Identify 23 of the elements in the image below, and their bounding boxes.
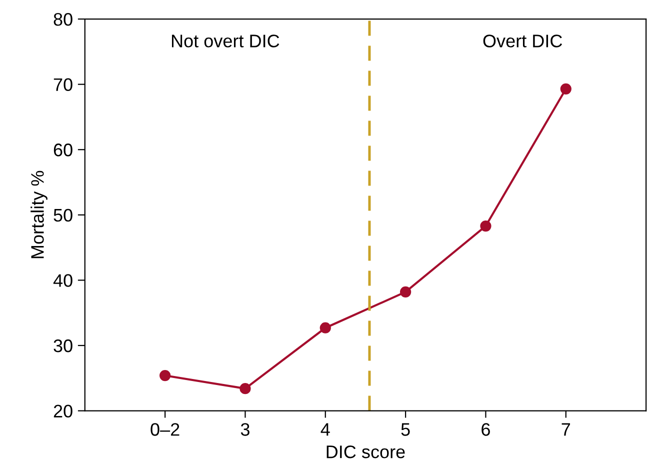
y-tick-label: 50: [54, 208, 72, 222]
x-tick-label: 4: [320, 423, 330, 436]
x-axis-title: DIC score: [326, 445, 405, 458]
y-tick-label: 80: [54, 12, 72, 26]
x-tick-label: 6: [482, 423, 490, 436]
y-tick-label: 60: [54, 144, 72, 156]
point: [480, 220, 492, 232]
annotation: Not overt DIC: [172, 34, 280, 48]
annotation: Overt DIC: [483, 34, 562, 48]
point: [320, 322, 331, 334]
point: [160, 370, 171, 382]
point: [240, 383, 251, 394]
x-tick-label: 3: [240, 423, 250, 436]
x-tick-label: 5: [401, 423, 410, 436]
x-tick-label: 0–2: [150, 423, 180, 436]
y-axis-title: Mortality %: [30, 170, 48, 258]
y-tick-label: 30: [54, 339, 72, 352]
point: [560, 83, 572, 94]
y-tick-label: 20: [54, 404, 72, 418]
x-tick-label: 7: [562, 423, 570, 436]
y-tick-label: 70: [54, 78, 72, 92]
y-tick-label: 40: [53, 274, 72, 287]
point: [400, 286, 412, 298]
